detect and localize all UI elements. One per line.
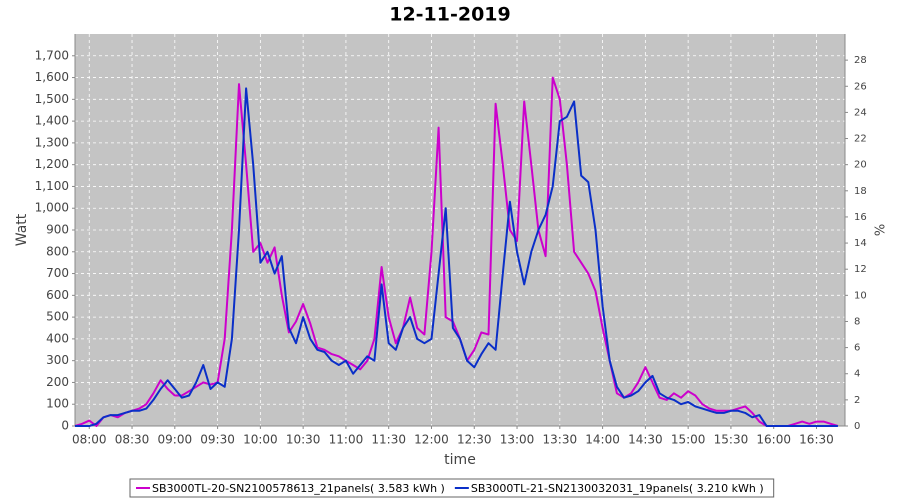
legend-box [129, 478, 775, 498]
y2-tick-label: 10 [854, 290, 867, 301]
x-tick-label: 09:00 [158, 433, 193, 447]
y-tick-label: 1,300 [35, 135, 69, 149]
x-axis-label: time [444, 452, 476, 468]
y-tick-label: 200 [46, 375, 69, 389]
y-tick-label: 800 [46, 244, 69, 258]
x-tick-label: 11:30 [371, 433, 406, 447]
y-tick-label: 500 [46, 310, 69, 324]
x-tick-label: 16:00 [756, 433, 791, 447]
x-tick-label: 08:30 [115, 433, 150, 447]
x-tick-label: 11:00 [329, 433, 364, 447]
y2-tick-label: 8 [854, 316, 860, 327]
y2-axis-label: % [874, 224, 889, 236]
x-tick-label: 10:00 [243, 433, 278, 447]
y-tick-label: 1,500 [35, 92, 69, 106]
y2-tick-label: 16 [854, 212, 867, 223]
y-tick-label: 1,200 [35, 157, 69, 171]
y2-tick-label: 14 [854, 238, 867, 249]
y2-tick-label: 0 [854, 421, 860, 432]
y2-tick-label: 22 [854, 134, 867, 145]
y2-tick-label: 12 [854, 264, 867, 275]
chart-title: 12-11-2019 [389, 4, 511, 26]
legend-label: SB3000TL-20-SN2100578613_21panels( 3.583… [152, 482, 445, 495]
y-tick-label: 600 [46, 288, 69, 302]
y2-tick-label: 2 [854, 395, 860, 406]
x-tick-label: 13:30 [543, 433, 578, 447]
y2-tick-label: 26 [854, 81, 867, 92]
series-line [75, 87, 838, 427]
y-tick-label: 1,700 [35, 48, 69, 62]
legend-label: SB3000TL-21-SN2130032031_19panels( 3.210… [471, 482, 764, 495]
x-tick-label: 09:30 [200, 433, 235, 447]
y-axis-label: Watt [14, 213, 30, 246]
y2-tick-label: 28 [854, 55, 867, 66]
y-tick-label: 700 [46, 266, 69, 280]
y2-tick-label: 20 [854, 160, 867, 171]
y-tick-label: 300 [46, 353, 69, 367]
x-tick-label: 14:00 [585, 433, 620, 447]
x-tick-label: 08:00 [72, 433, 107, 447]
y2-tick-label: 18 [854, 186, 867, 197]
y-tick-label: 100 [46, 397, 69, 411]
y-tick-label: 1,400 [35, 114, 69, 128]
y-tick-label: 1,100 [35, 179, 69, 193]
x-tick-label: 10:30 [286, 433, 321, 447]
x-tick-label: 12:00 [414, 433, 449, 447]
y-tick-label: 1,600 [35, 70, 69, 84]
x-tick-label: 14:30 [628, 433, 663, 447]
y2-tick-label: 6 [854, 343, 860, 354]
x-tick-label: 16:30 [799, 433, 834, 447]
y-tick-label: 1,000 [35, 201, 69, 215]
x-tick-label: 15:30 [714, 433, 749, 447]
y2-tick-label: 4 [854, 369, 860, 380]
series-line [74, 76, 839, 427]
y-tick-label: 0 [61, 419, 69, 433]
x-tick-label: 12:30 [457, 433, 492, 447]
y2-tick-label: 24 [854, 107, 867, 118]
x-tick-label: 15:00 [671, 433, 706, 447]
x-tick-label: 13:00 [500, 433, 535, 447]
y-tick-label: 900 [46, 223, 69, 237]
y-tick-label: 400 [46, 331, 69, 345]
